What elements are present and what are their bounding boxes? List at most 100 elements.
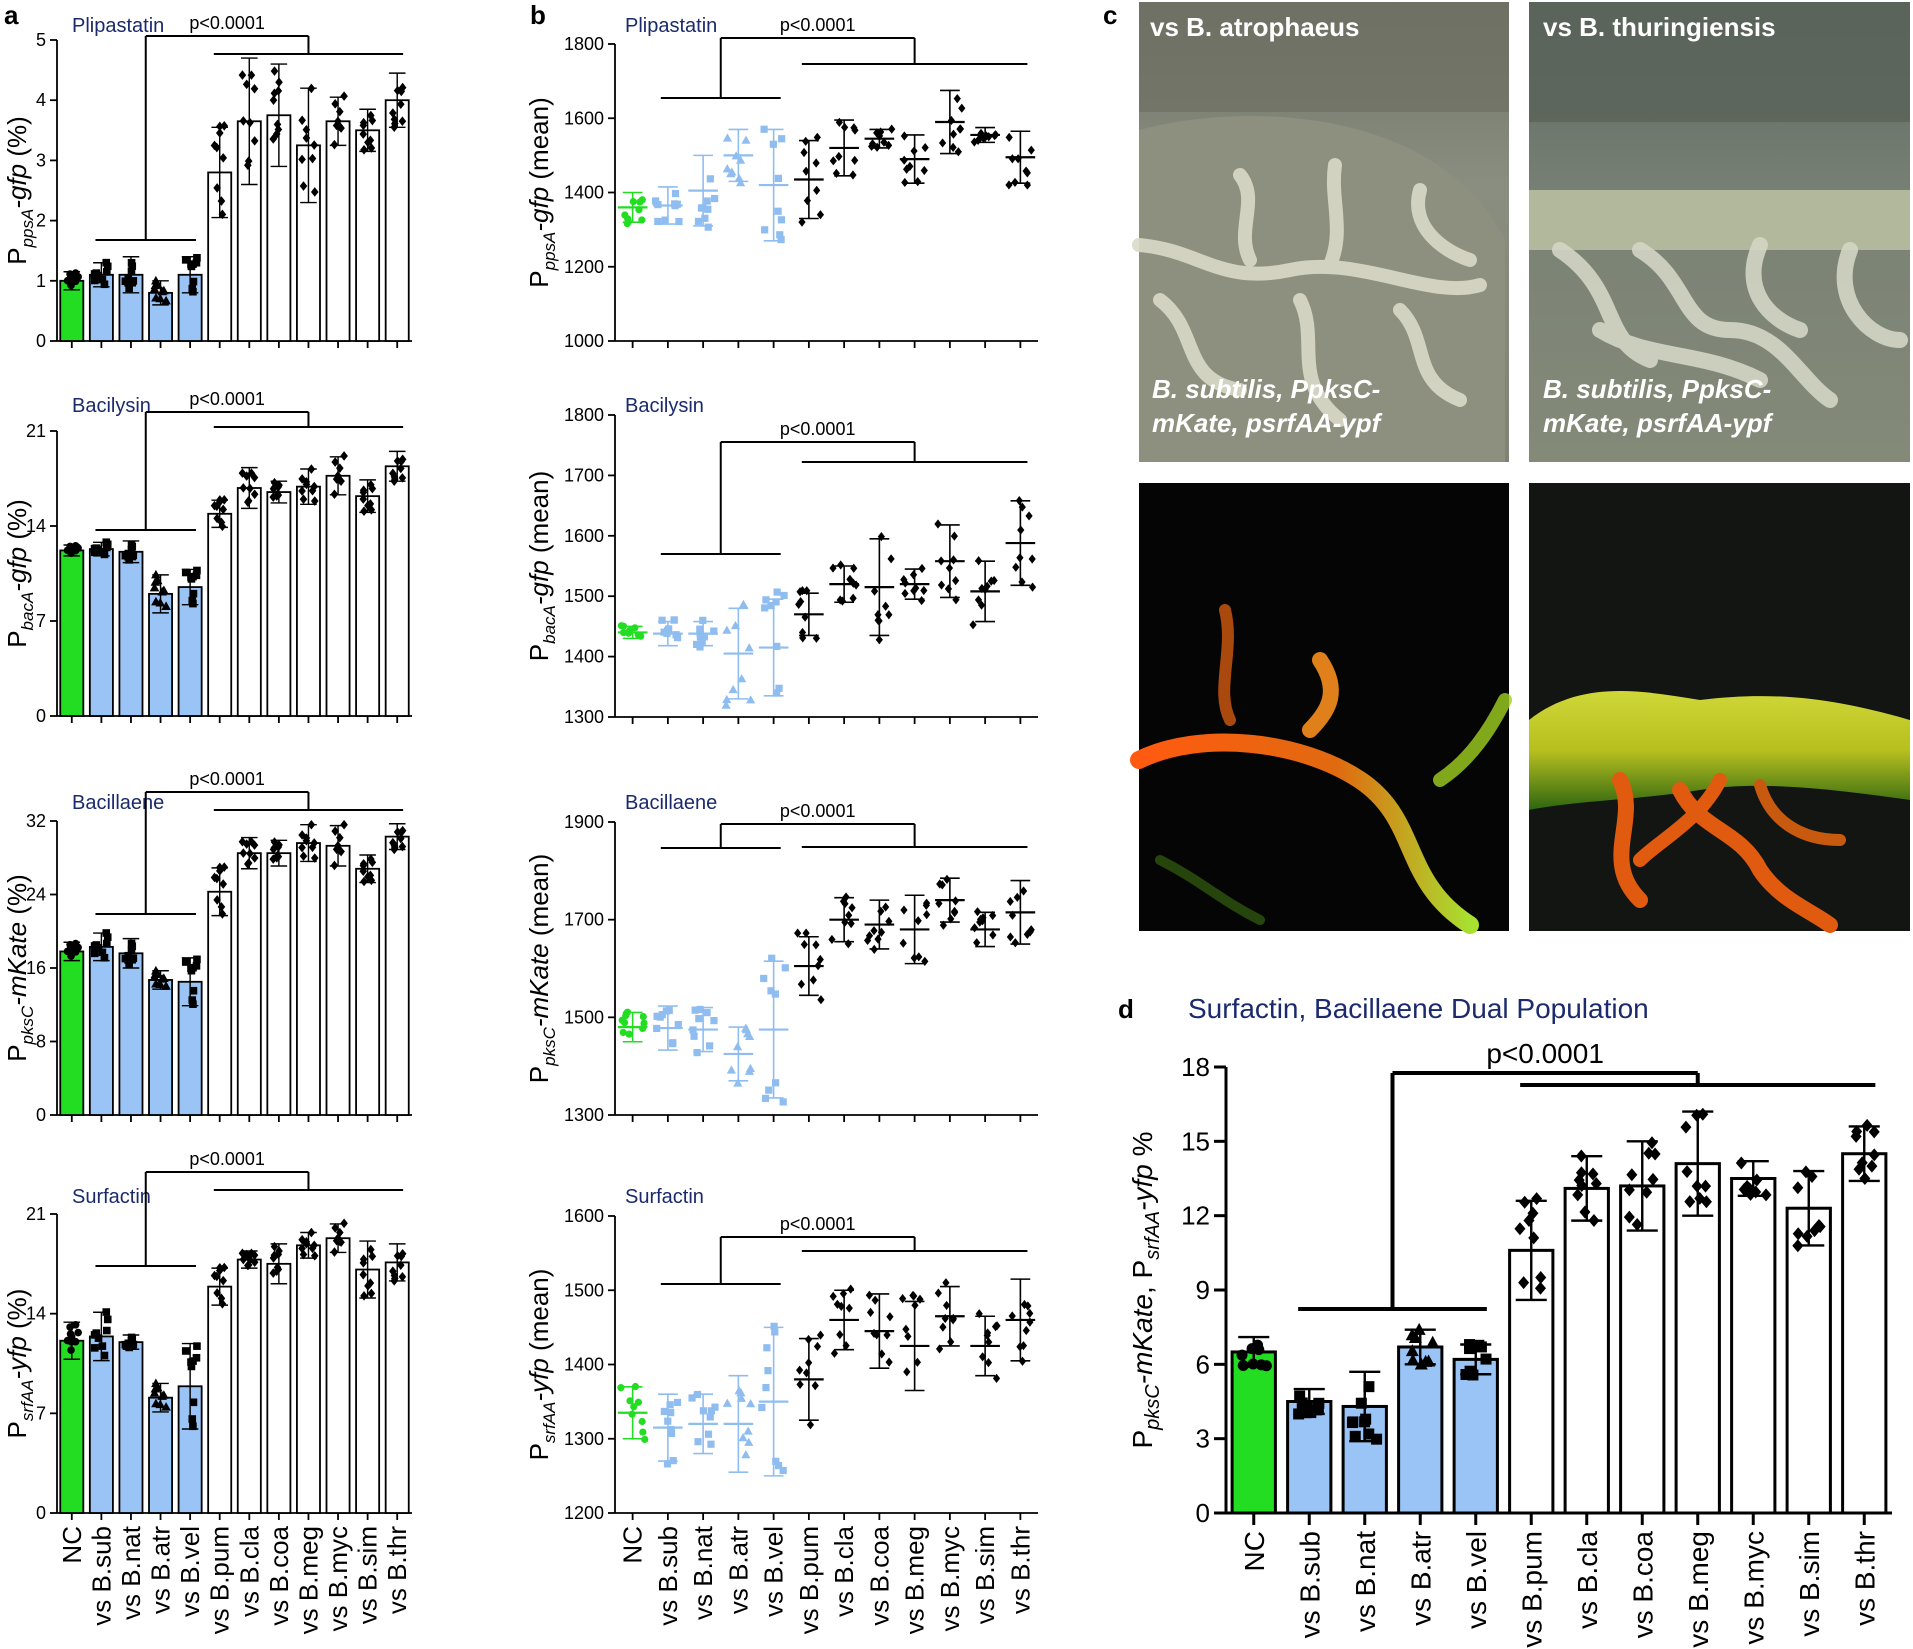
data-point <box>851 155 859 165</box>
data-point <box>937 556 945 566</box>
y-tick-label: 1500 <box>564 1007 604 1027</box>
data-point <box>193 254 201 262</box>
data-point <box>956 124 964 134</box>
category-label-7: vs B.coa <box>264 1525 294 1625</box>
data-point <box>275 77 283 88</box>
data-point <box>220 121 229 131</box>
data-point <box>771 1079 780 1087</box>
data-point <box>901 177 909 188</box>
data-point <box>707 1407 715 1415</box>
data-point <box>250 472 259 483</box>
data-point <box>66 544 75 553</box>
data-point <box>802 928 810 938</box>
p-value-label: p<0.0001 <box>780 15 856 35</box>
bar-5 <box>207 512 233 717</box>
data-point <box>796 1379 804 1390</box>
bar-11 <box>384 99 410 342</box>
y-axis-label: PpksC-mKate, PsrfAA-yfp % <box>1127 1131 1164 1448</box>
data-point <box>772 689 781 697</box>
data-point <box>1412 1322 1426 1335</box>
data-point <box>330 1247 339 1257</box>
data-point <box>658 1011 666 1019</box>
data-point <box>773 642 781 650</box>
data-point <box>1015 496 1023 506</box>
data-point <box>390 1276 399 1286</box>
data-point <box>794 928 802 938</box>
data-point <box>689 1026 697 1034</box>
data-point <box>213 1271 221 1282</box>
data-point <box>701 214 709 222</box>
data-point <box>218 209 227 220</box>
data-point <box>1008 154 1016 164</box>
data-point <box>914 177 922 187</box>
bar-8 <box>296 842 321 1116</box>
chart-surfactin-mean: 1200 1300 1400 1500 1600 Surfactin PsrfAA-yfp … <box>524 1186 1038 1634</box>
data-point <box>888 124 896 134</box>
data-point <box>269 854 278 864</box>
data-point <box>934 1288 942 1298</box>
data-point <box>1011 177 1019 187</box>
data-point <box>726 1065 737 1074</box>
p-value-label: p<0.0001 <box>189 769 265 789</box>
data-point <box>193 566 201 575</box>
data-point <box>66 273 75 282</box>
data-point <box>302 479 311 490</box>
data-point <box>1691 1179 1703 1193</box>
data-point <box>885 916 893 926</box>
data-point <box>628 1410 636 1418</box>
data-point <box>829 1291 837 1301</box>
bar-7 <box>266 1262 292 1514</box>
data-point <box>812 158 820 168</box>
data-point <box>220 1262 229 1273</box>
category-label-8: vs B.meg <box>1683 1531 1714 1648</box>
data-point <box>336 463 344 473</box>
category-label-11: vs B.thr <box>1849 1531 1880 1626</box>
data-point <box>989 930 997 940</box>
bar-9 <box>325 120 351 342</box>
data-point <box>696 625 704 633</box>
data-point <box>396 99 405 110</box>
data-point <box>883 1330 891 1340</box>
data-point <box>275 480 283 490</box>
p-value-label: p<0.0001 <box>189 1149 265 1169</box>
data-point <box>247 836 256 847</box>
category-label-3: vs B.atr <box>1405 1531 1436 1626</box>
data-point <box>726 169 736 178</box>
data-point <box>1801 1229 1813 1243</box>
data-point <box>771 990 780 998</box>
data-point <box>103 1326 111 1335</box>
data-point <box>74 273 82 281</box>
data-point <box>711 1403 719 1411</box>
data-point <box>239 1254 248 1265</box>
data-point <box>219 504 228 515</box>
chart-title: Bacilysin <box>72 395 151 417</box>
y-tick-label: 1000 <box>564 331 604 351</box>
bar-6 <box>236 1258 262 1514</box>
data-point <box>704 1430 713 1438</box>
data-point <box>1866 1159 1878 1173</box>
data-point <box>308 485 317 496</box>
data-point <box>302 835 311 846</box>
data-point <box>1017 525 1025 535</box>
data-point <box>189 1000 197 1008</box>
data-point <box>100 280 109 289</box>
y-tick-label: 21 <box>26 1204 46 1224</box>
data-point <box>1859 1172 1871 1186</box>
data-point <box>193 1342 201 1350</box>
data-point <box>92 544 101 552</box>
data-point <box>635 206 643 214</box>
y-tick-label: 2 <box>36 211 46 231</box>
data-point <box>250 489 259 500</box>
data-point <box>672 631 680 639</box>
data-point <box>797 979 805 989</box>
data-point <box>359 129 368 139</box>
data-point <box>1018 1356 1027 1366</box>
data-point <box>213 501 221 512</box>
data-point <box>943 874 951 884</box>
data-point <box>842 1341 850 1351</box>
data-point <box>835 117 843 128</box>
data-point <box>737 674 747 683</box>
p-value-label: p<0.0001 <box>189 13 265 33</box>
data-point <box>1011 938 1019 948</box>
